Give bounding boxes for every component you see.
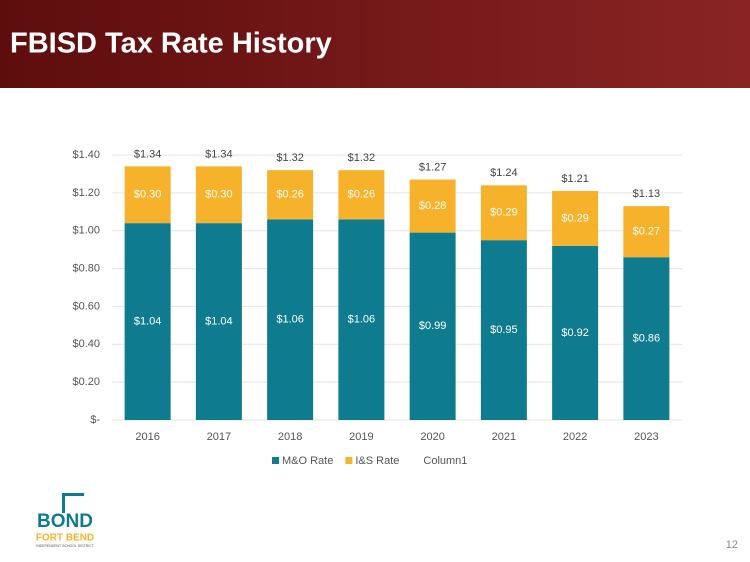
- bar-segment: [480, 185, 527, 241]
- bar-segment: [195, 166, 242, 224]
- segment-label: $0.30: [205, 189, 233, 201]
- x-tick-label: 2017: [207, 431, 231, 443]
- segment-label: $1.06: [348, 314, 376, 326]
- bar-segment: [267, 170, 314, 220]
- y-tick-label: $0.60: [72, 300, 100, 312]
- segment-label: $1.06: [276, 314, 304, 326]
- bar-segment: [623, 257, 670, 420]
- total-label: $1.34: [134, 148, 162, 160]
- y-tick-label: $0.20: [72, 376, 100, 388]
- total-label: $1.24: [490, 167, 518, 179]
- segment-label: $1.04: [134, 315, 162, 327]
- bar-segment: [623, 206, 670, 258]
- y-tick-label: $0.40: [72, 338, 100, 350]
- logo-district: INDEPENDENT SCHOOL DISTRICT: [36, 544, 95, 548]
- segment-label: $0.95: [490, 324, 518, 336]
- bar-segment: [409, 232, 456, 420]
- logo-bond: BOND: [37, 511, 93, 532]
- segment-label: $1.04: [205, 315, 233, 327]
- total-label: $1.34: [205, 148, 233, 160]
- logo: BOND FORT BEND INDEPENDENT SCHOOL DISTRI…: [36, 493, 95, 548]
- segment-label: $0.26: [348, 189, 376, 201]
- segment-label: $0.28: [419, 200, 447, 212]
- bar-segment: [338, 219, 385, 420]
- y-tick-label: $-: [90, 414, 100, 426]
- logo-fort-bend: FORT BEND: [36, 533, 94, 544]
- segment-label: $0.30: [134, 189, 162, 201]
- bar-segment: [409, 179, 456, 233]
- segment-label: $0.29: [490, 207, 518, 219]
- bar-segment: [552, 190, 599, 246]
- segment-label: $0.86: [633, 333, 661, 345]
- legend-swatch: [272, 457, 279, 464]
- bar-segment: [552, 245, 599, 420]
- x-tick-label: 2023: [634, 431, 658, 443]
- bar-segment: [124, 166, 171, 224]
- segment-label: $0.92: [561, 327, 589, 339]
- y-tick-label: $1.40: [72, 149, 100, 161]
- bar-segment: [124, 223, 171, 420]
- slide-title: FBISD Tax Rate History: [10, 28, 332, 60]
- segment-label: $0.99: [419, 320, 447, 332]
- total-label: $1.32: [348, 152, 376, 164]
- x-tick-label: 2018: [278, 431, 302, 443]
- segment-label: $0.26: [276, 189, 304, 201]
- legend-label: I&S Rate: [355, 455, 399, 467]
- legend-label: Column1: [423, 455, 467, 467]
- total-label: $1.21: [561, 173, 589, 185]
- x-tick-label: 2021: [492, 431, 516, 443]
- total-label: $1.32: [276, 152, 304, 164]
- y-tick-label: $0.80: [72, 262, 100, 274]
- y-tick-label: $1.20: [72, 187, 100, 199]
- x-tick-label: 2019: [349, 431, 373, 443]
- total-label: $1.27: [419, 162, 447, 174]
- page-number: 12: [726, 539, 738, 551]
- bar-segment: [338, 170, 385, 220]
- segment-label: $0.29: [561, 212, 589, 224]
- bar-segment: [195, 223, 242, 420]
- x-tick-label: 2016: [135, 431, 159, 443]
- bar-segment: [267, 219, 314, 420]
- logo-crane-arm: [62, 493, 84, 496]
- total-label: $1.13: [633, 188, 661, 200]
- legend-swatch: [345, 457, 353, 464]
- x-tick-label: 2022: [563, 431, 587, 443]
- bar-segment: [480, 240, 527, 420]
- y-tick-label: $1.00: [72, 225, 100, 237]
- logo-crane: [62, 495, 65, 513]
- legend-label: M&O Rate: [282, 455, 333, 467]
- chart: $- $0.20 $0.40 $0.60 $0.80 $1.00 $1.20 $1.40 201…: [72, 148, 682, 467]
- header-band: [0, 0, 750, 88]
- segment-label: $0.27: [633, 226, 661, 238]
- x-tick-label: 2020: [420, 431, 444, 443]
